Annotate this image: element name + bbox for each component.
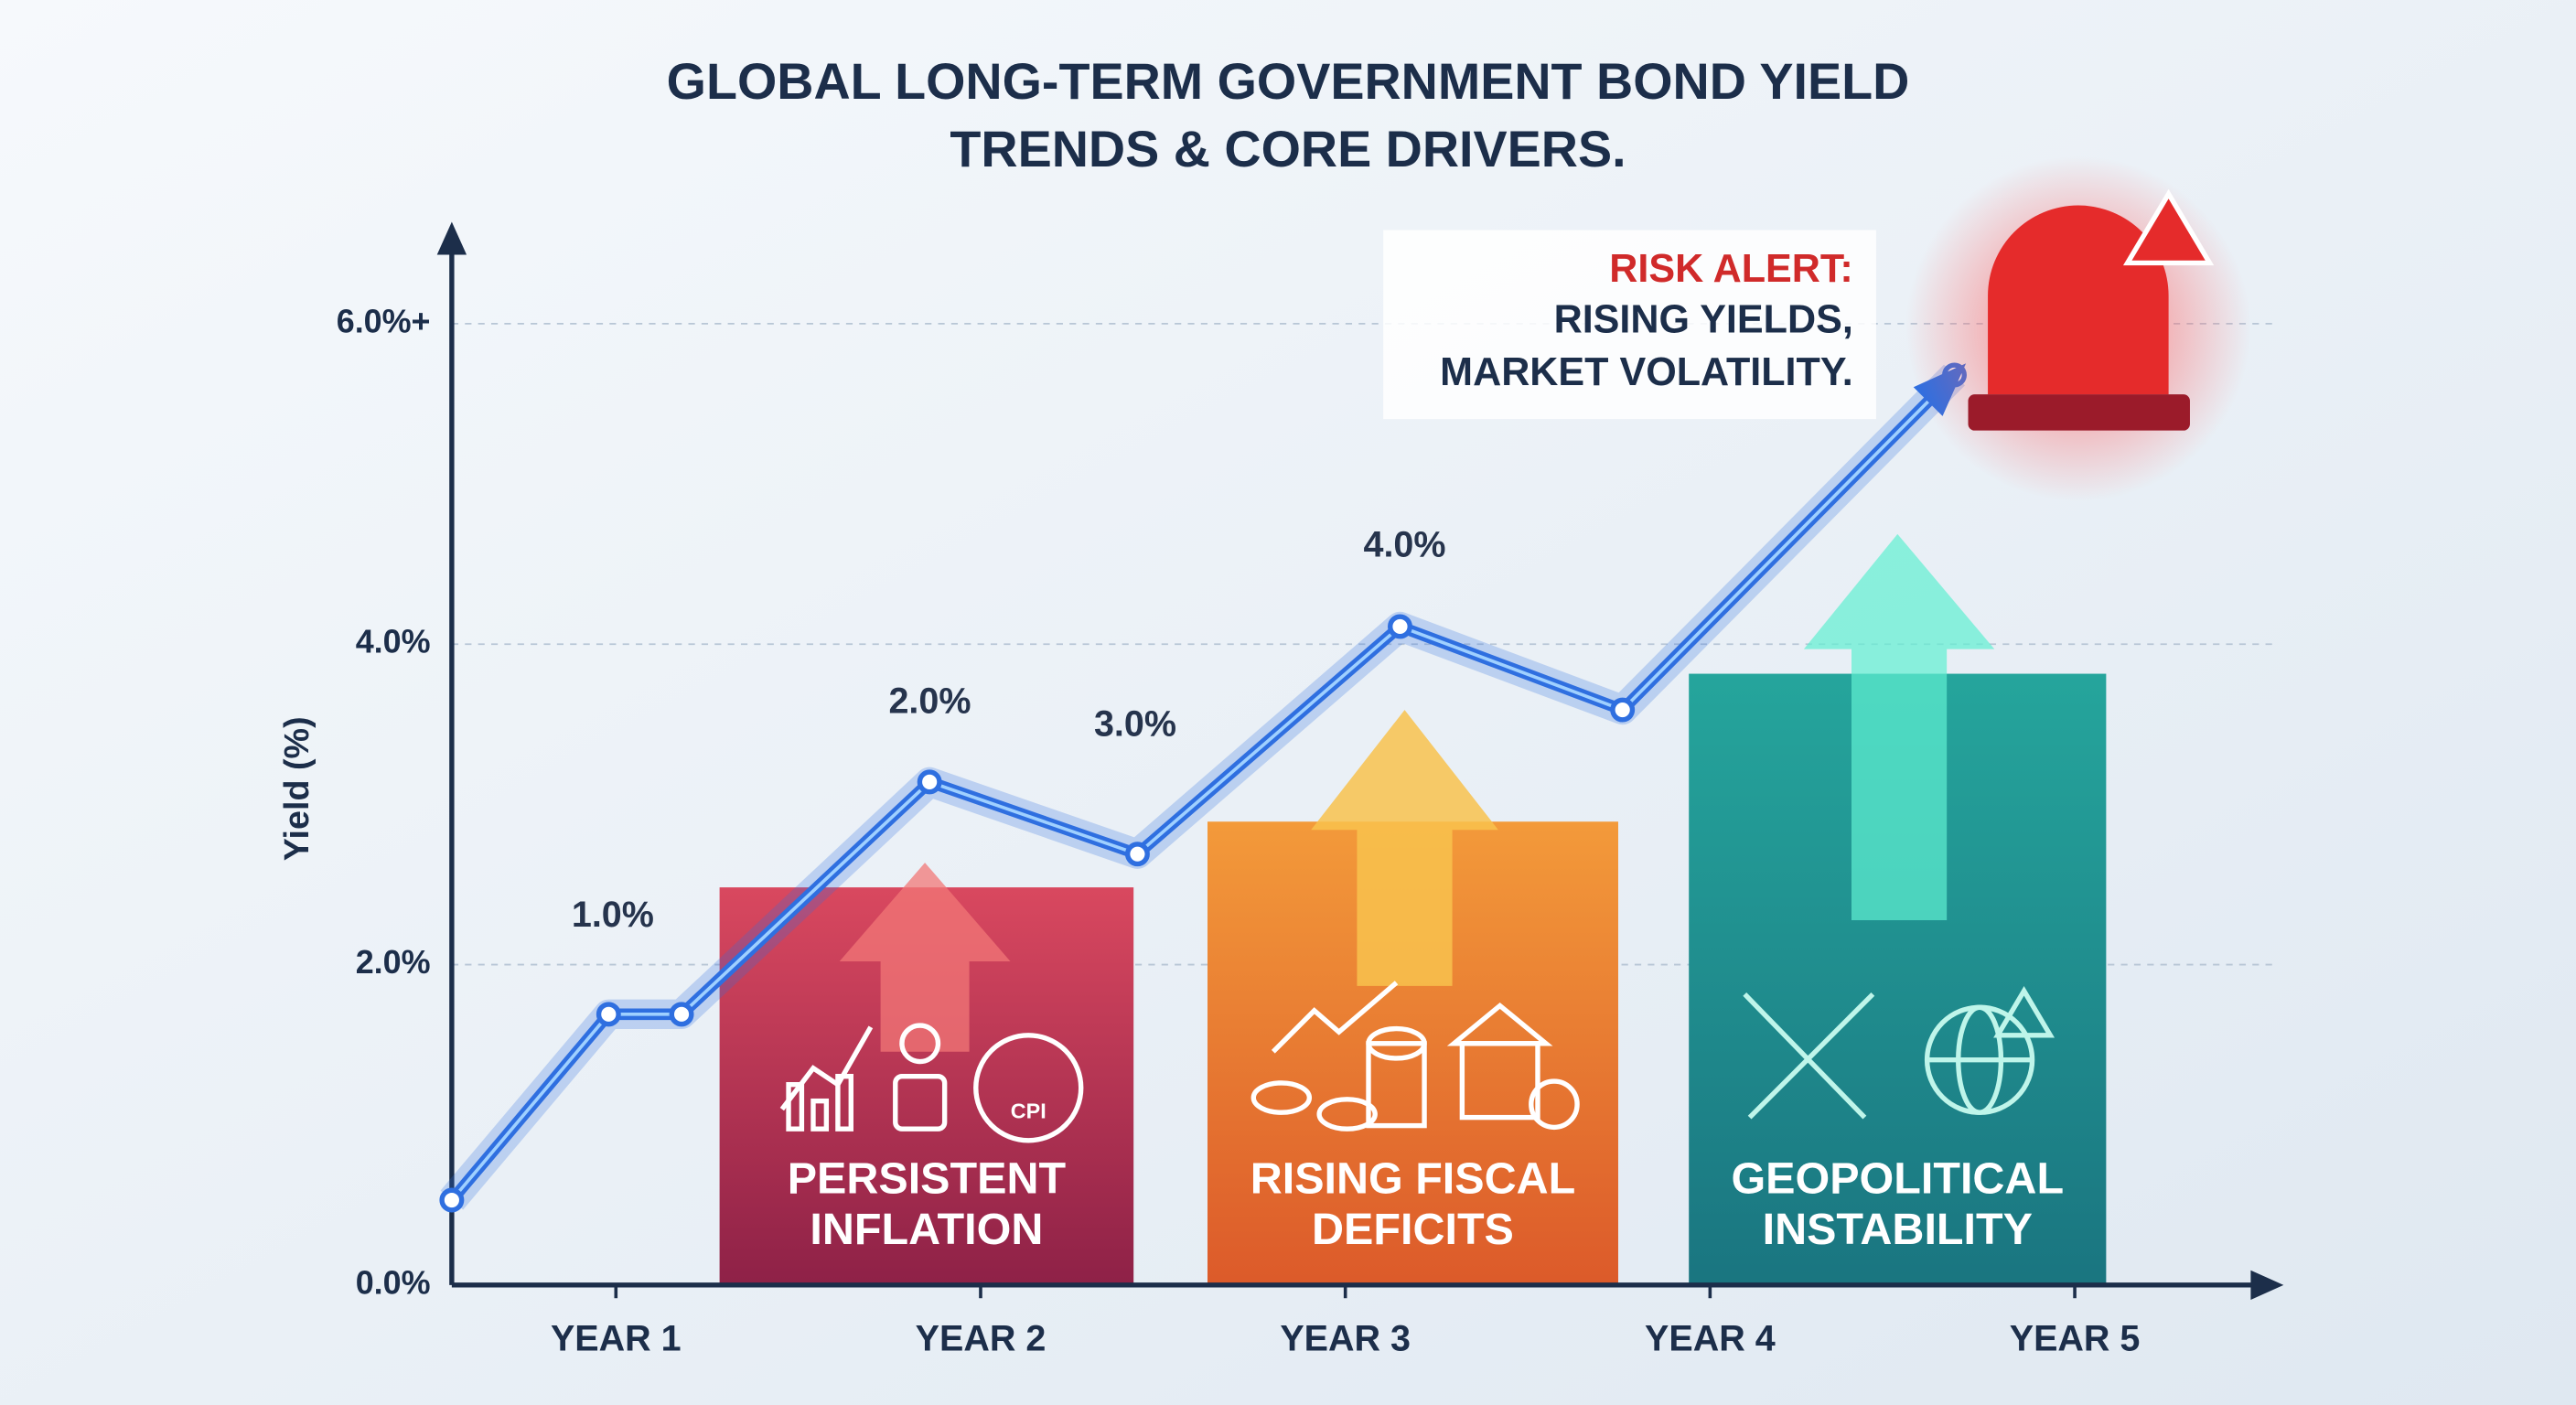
y-axis-arrow [436,221,467,255]
plot [439,362,1967,1213]
annotation: 2.0% [888,681,971,721]
point [669,1002,694,1027]
driver-icon [779,1023,1084,1143]
point [596,1002,621,1027]
alarm-base [1968,394,2190,431]
x-tick-label: YEAR 3 [1280,1318,1411,1358]
point [439,1187,465,1213]
x-tick-label: YEAR 4 [1645,1318,1776,1358]
annotation: 1.0% [572,895,654,935]
alert-title: RISK ALERT: [1609,247,1853,291]
driver-arrow [1803,533,1995,921]
point [917,769,942,795]
x-axis-arrow [2250,1270,2284,1301]
y-tick-label: 4.0% [356,623,431,660]
title-block: GLOBAL LONG-TERM GOVERNMENT BOND YIELD T… [667,53,1910,177]
chart-title: GLOBAL LONG-TERM GOVERNMENT BOND YIELD [667,53,1910,110]
x-tick-label: YEAR 5 [2010,1318,2141,1358]
annotation: 4.0% [1363,525,1445,565]
alert-box [1383,230,1876,420]
driver-label: RISING FISCAL [1250,1153,1576,1203]
x-tick-label: YEAR 2 [916,1318,1046,1358]
alert-text: MARKET VOLATILITY. [1440,350,1853,394]
driver-panels: CPI PERSISTENT INFLATION RISING FISCAL D… [719,533,2107,1285]
driver-label: PERSISTENT [788,1153,1067,1203]
y-tick-label: 2.0% [356,943,431,981]
risk-alert: RISK ALERT: RISING YIELDS, MARKET VOLATI… [1383,156,2251,501]
driver-label: INSTABILITY [1763,1205,2033,1254]
driver-arrow [839,863,1011,1052]
point [1124,842,1150,867]
driver-label: DEFICITS [1312,1205,1514,1254]
point [1610,697,1636,723]
axes [436,221,2284,1301]
driver-icon [1743,985,2055,1120]
alert-text: RISING YIELDS, [1554,297,1853,341]
x-tick-label: YEAR 1 [551,1318,682,1358]
annotations: 1.0% 2.0% 3.0% 4.0% [572,525,1446,935]
driver-arrow [1311,710,1498,986]
y-tick-label: 0.0% [356,1263,431,1301]
annotation: 3.0% [1094,703,1176,744]
driver-label: GEOPOLITICAL [1731,1153,2064,1203]
alarm-light [1988,205,2169,395]
driver-icon [1250,981,1580,1132]
driver-label: INFLATION [810,1205,1043,1254]
y-axis-label: Yield (%) [277,716,316,861]
point [1388,614,1412,639]
x-tick-labels: YEAR 1 YEAR 2 YEAR 3 YEAR 4 YEAR 5 [551,1284,2141,1358]
y-tick-label: 6.0%+ [337,302,431,339]
chart-title: TRENDS & CORE DRIVERS. [950,121,1626,177]
warning-icon [2122,188,2215,266]
icon-text: CPI [1011,1099,1046,1122]
